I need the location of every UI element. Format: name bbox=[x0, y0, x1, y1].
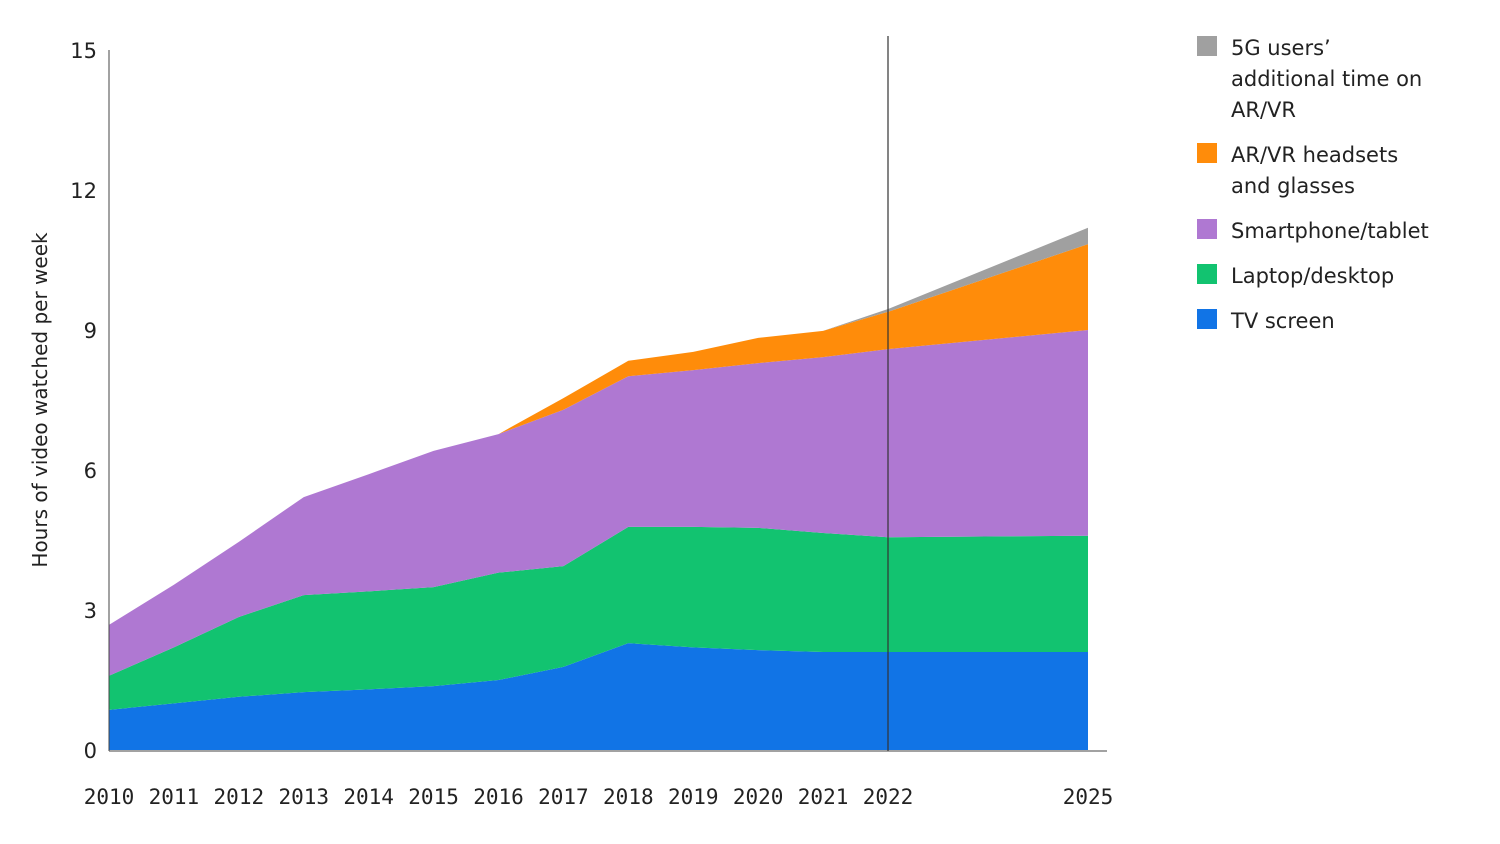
y-tick-label: 15 bbox=[70, 39, 97, 63]
x-tick-label: 2013 bbox=[278, 785, 329, 809]
x-tick-label: 2012 bbox=[214, 785, 265, 809]
legend-item: Smartphone/tablet bbox=[1197, 216, 1497, 247]
y-tick-label: 6 bbox=[84, 459, 97, 483]
y-axis-label: Hours of video watched per week bbox=[28, 232, 52, 568]
legend-item: AR/VR headsets and glasses bbox=[1197, 140, 1497, 202]
x-tick-label: 2015 bbox=[408, 785, 459, 809]
legend-label: AR/VR headsets and glasses bbox=[1231, 143, 1399, 198]
area-ar-vr-headsets-and-glasses bbox=[109, 244, 1088, 625]
y-tick-label: 0 bbox=[84, 739, 97, 763]
legend-swatch bbox=[1197, 143, 1217, 163]
x-tick-label: 2021 bbox=[798, 785, 849, 809]
y-tick-label: 3 bbox=[84, 599, 97, 623]
x-tick-label: 2018 bbox=[603, 785, 654, 809]
legend-label: 5G users’ additional time on AR/VR bbox=[1231, 36, 1423, 122]
x-tick-label: 2016 bbox=[473, 785, 524, 809]
y-tick-label: 12 bbox=[70, 179, 97, 203]
x-tick-label: 2011 bbox=[149, 785, 200, 809]
legend-swatch bbox=[1197, 264, 1217, 284]
legend-swatch bbox=[1197, 219, 1217, 239]
x-tick-label: 2020 bbox=[733, 785, 784, 809]
legend-swatch bbox=[1197, 36, 1217, 56]
x-tick-label: 2017 bbox=[538, 785, 589, 809]
x-tick-label: 2019 bbox=[668, 785, 719, 809]
legend-item: Laptop/desktop bbox=[1197, 261, 1497, 292]
legend-swatch bbox=[1197, 309, 1217, 329]
legend: 5G users’ additional time on AR/VR AR/VR … bbox=[1197, 33, 1497, 351]
legend-label: Smartphone/tablet bbox=[1231, 219, 1429, 243]
area-smartphone-tablet bbox=[109, 330, 1088, 676]
legend-item: 5G users’ additional time on AR/VR bbox=[1197, 33, 1497, 126]
x-tick-label: 2014 bbox=[343, 785, 394, 809]
y-tick-label: 9 bbox=[84, 319, 97, 343]
area-laptop-desktop bbox=[109, 526, 1088, 710]
legend-label: TV screen bbox=[1231, 309, 1335, 333]
area-tv-screen bbox=[109, 643, 1088, 750]
x-tick-label: 2010 bbox=[84, 785, 135, 809]
x-tick-label: 2022 bbox=[863, 785, 914, 809]
x-tick-label: 2025 bbox=[1063, 785, 1114, 809]
legend-item: TV screen bbox=[1197, 306, 1497, 337]
legend-label: Laptop/desktop bbox=[1231, 264, 1395, 288]
